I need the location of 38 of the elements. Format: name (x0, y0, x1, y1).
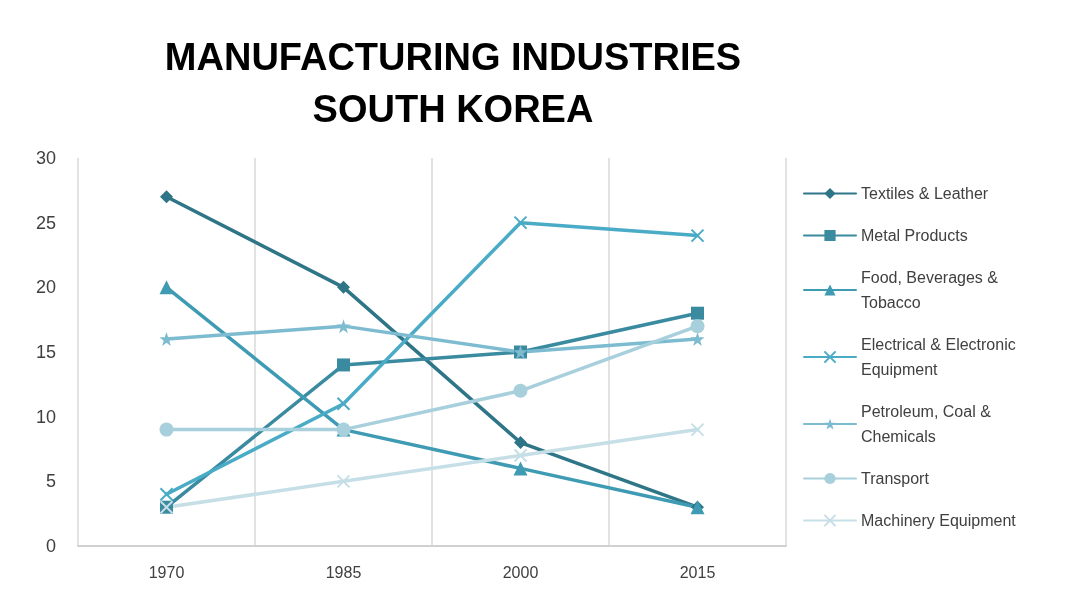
point (337, 280, 350, 294)
legend-label: Transport (861, 470, 930, 487)
point (160, 190, 173, 204)
y-tick-label: 25 (35, 212, 56, 233)
point (159, 487, 174, 502)
point (513, 383, 528, 398)
y-tick-label: 20 (35, 277, 56, 298)
point (690, 422, 705, 437)
point (336, 319, 351, 334)
y-tick-label: 10 (35, 406, 56, 427)
legend-label: Electrical & Electronic Equipment (861, 336, 1021, 378)
point (691, 306, 704, 320)
x-tick-label: 2015 (679, 563, 716, 581)
point (513, 461, 528, 476)
y-tick-label: 0 (45, 536, 56, 556)
legend-label: Metal Products (861, 227, 968, 244)
point (513, 448, 528, 463)
legend-label: Petroleum, Coal & Chemicals (861, 403, 996, 445)
point (690, 319, 705, 334)
legend-label: Machinery Equipment (861, 512, 1017, 529)
point (336, 396, 351, 411)
point (514, 436, 527, 450)
y-tick-label: 5 (45, 471, 56, 492)
legend-label: Textiles & Leather (861, 185, 989, 202)
y-tick-label: 30 (35, 148, 56, 168)
x-tick-label: 1985 (325, 563, 362, 581)
point (159, 422, 174, 437)
legend-label: Food, Beverages & Tobacco (861, 269, 1003, 311)
point (159, 280, 174, 295)
chart-title: MANUFACTURING INDUSTRIES SOUTH KOREA (164, 36, 742, 130)
point (337, 358, 350, 372)
point (690, 332, 705, 347)
y-tick-label: 15 (35, 342, 56, 362)
x-tick-label: 2000 (502, 563, 539, 581)
x-tick-label: 1970 (148, 563, 185, 581)
point (690, 228, 705, 243)
point (336, 474, 351, 489)
point (513, 215, 528, 230)
